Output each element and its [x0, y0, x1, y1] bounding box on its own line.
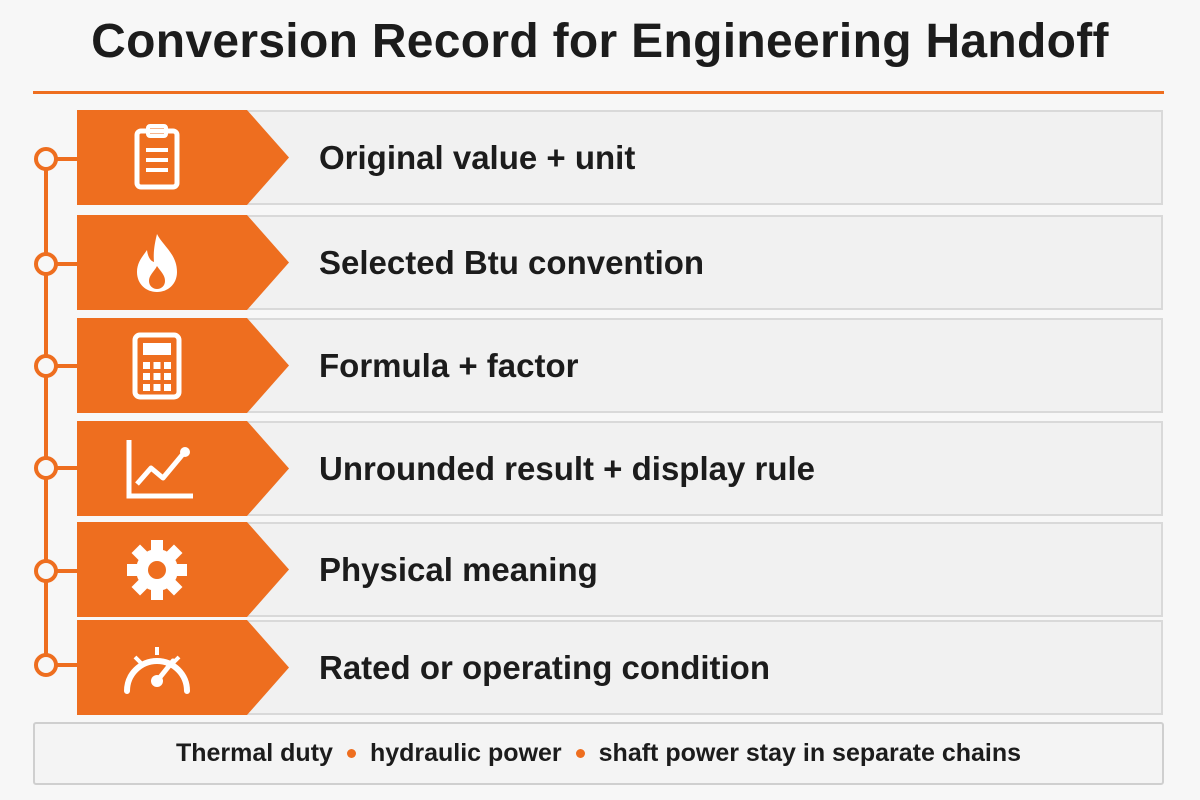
timeline-connector	[47, 663, 78, 667]
line-chart-icon	[115, 434, 199, 504]
timeline-node	[34, 559, 58, 583]
bullet-separator	[575, 749, 585, 758]
record-step-btu-convention: Selected Btu convention	[77, 215, 1163, 310]
clipboard-icon	[115, 123, 199, 193]
timeline-connector	[47, 262, 78, 266]
step-label: Selected Btu convention	[319, 244, 705, 281]
step-tab	[77, 421, 289, 516]
step-tab	[77, 215, 289, 310]
timeline-node	[34, 354, 58, 378]
timeline-connector	[47, 569, 78, 573]
timeline-connector	[47, 466, 78, 470]
flame-icon	[115, 228, 199, 298]
bullet-separator	[346, 749, 356, 758]
record-step-unrounded-result: Unrounded result + display rule	[77, 421, 1163, 516]
step-label: Formula + factor	[319, 347, 579, 384]
timeline-node	[34, 252, 58, 276]
step-label: Physical meaning	[319, 551, 598, 588]
footer-note: Thermal duty hydraulic power shaft power…	[33, 722, 1164, 785]
record-step-formula: Formula + factor	[77, 318, 1163, 413]
step-label: Original value + unit	[319, 139, 636, 176]
timeline-node	[34, 147, 58, 171]
footer-part-shaft-power: shaft power stay in separate chains	[598, 739, 1022, 767]
page-title: Conversion Record for Engineering Handof…	[91, 15, 1109, 68]
timeline-node	[34, 653, 58, 677]
record-step-original-value: Original value + unit	[77, 110, 1163, 205]
step-label: Unrounded result + display rule	[319, 450, 816, 487]
record-step-physical-meaning: Physical meaning	[77, 522, 1163, 617]
timeline-line	[44, 157, 48, 667]
step-label: Rated or operating condition	[319, 649, 770, 686]
gauge-icon	[115, 633, 199, 703]
record-step-operating-condition: Rated or operating condition	[77, 620, 1163, 715]
step-tab	[77, 318, 289, 413]
footer-part-hydraulic-power: hydraulic power	[369, 739, 562, 767]
timeline-node	[34, 456, 58, 480]
gear-icon	[115, 535, 199, 605]
footer-part-thermal-duty: Thermal duty	[175, 739, 333, 767]
step-tab	[77, 620, 289, 715]
step-tab	[77, 110, 289, 205]
timeline-connector	[47, 364, 78, 368]
timeline-connector	[47, 157, 78, 161]
calculator-icon	[115, 331, 199, 401]
title-divider	[33, 91, 1164, 94]
